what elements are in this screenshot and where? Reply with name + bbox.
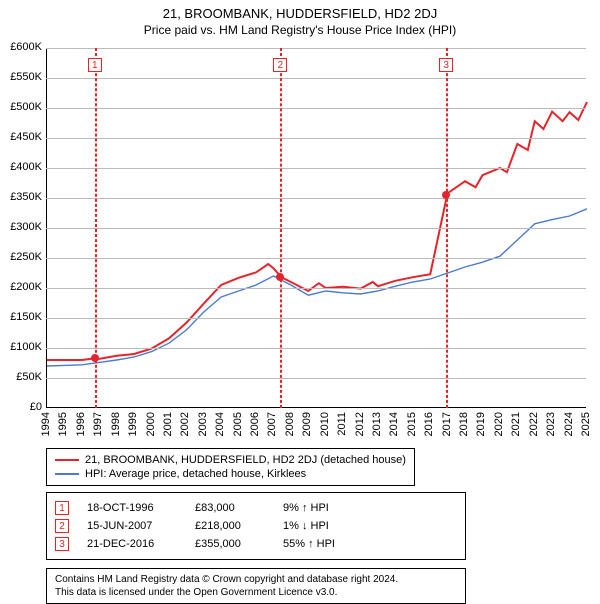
x-tick-label: 2015 xyxy=(406,412,418,436)
event-row: 1 18-OCT-1996 £83,000 9% ↑ HPI xyxy=(55,499,457,517)
gridline xyxy=(46,288,586,289)
x-tick-label: 2022 xyxy=(528,412,540,436)
event-price: £355,000 xyxy=(195,538,265,550)
gridline xyxy=(46,78,586,79)
gridline xyxy=(46,48,586,49)
license-box: Contains HM Land Registry data © Crown c… xyxy=(46,568,466,604)
y-tick-label: £550K xyxy=(2,71,42,83)
x-tick-label: 2002 xyxy=(179,412,191,436)
x-tick-label: 2007 xyxy=(266,412,278,436)
event-date: 21-DEC-2016 xyxy=(87,538,177,550)
chart-subtitle: Price paid vs. HM Land Registry's House … xyxy=(0,21,600,37)
y-tick-label: £400K xyxy=(2,161,42,173)
x-tick-label: 2021 xyxy=(510,412,522,436)
gridline xyxy=(46,198,586,199)
event-price: £83,000 xyxy=(195,502,265,514)
x-tick-label: 1994 xyxy=(40,412,52,436)
x-tick-label: 2001 xyxy=(162,412,174,436)
y-tick-label: £500K xyxy=(2,101,42,113)
event-badge: 3 xyxy=(439,58,453,72)
legend: 21, BROOMBANK, HUDDERSFIELD, HD2 2DJ (de… xyxy=(46,448,415,486)
x-tick-label: 2013 xyxy=(371,412,383,436)
y-tick-label: £0 xyxy=(2,401,42,413)
legend-label: 21, BROOMBANK, HUDDERSFIELD, HD2 2DJ (de… xyxy=(85,454,406,466)
x-tick-label: 2020 xyxy=(493,412,505,436)
x-tick-label: 2005 xyxy=(232,412,244,436)
x-tick-label: 2018 xyxy=(458,412,470,436)
y-tick-label: £50K xyxy=(2,371,42,383)
legend-label: HPI: Average price, detached house, Kirk… xyxy=(85,468,306,480)
y-tick-label: £150K xyxy=(2,311,42,323)
x-tick-label: 2009 xyxy=(301,412,313,436)
x-tick-label: 2006 xyxy=(249,412,261,436)
event-marker-line xyxy=(446,48,448,408)
x-tick-label: 2012 xyxy=(354,412,366,436)
x-tick-label: 1998 xyxy=(110,412,122,436)
x-tick-label: 2016 xyxy=(423,412,435,436)
license-line-1: Contains HM Land Registry data © Crown c… xyxy=(55,573,457,586)
x-tick-label: 2004 xyxy=(214,412,226,436)
event-dot xyxy=(91,354,99,362)
x-tick-label: 2017 xyxy=(441,412,453,436)
y-tick-label: £300K xyxy=(2,221,42,233)
event-row: 3 21-DEC-2016 £355,000 55% ↑ HPI xyxy=(55,535,457,553)
gridline xyxy=(46,108,586,109)
event-diff: 9% ↑ HPI xyxy=(283,502,329,514)
y-tick-label: £450K xyxy=(2,131,42,143)
y-tick-label: £100K xyxy=(2,341,42,353)
legend-swatch xyxy=(55,459,79,461)
x-tick-label: 2014 xyxy=(388,412,400,436)
event-date: 18-OCT-1996 xyxy=(87,502,177,514)
y-tick-label: £250K xyxy=(2,251,42,263)
gridline xyxy=(46,228,586,229)
event-date: 15-JUN-2007 xyxy=(87,520,177,532)
legend-item: 21, BROOMBANK, HUDDERSFIELD, HD2 2DJ (de… xyxy=(55,453,406,467)
series-line-property xyxy=(47,102,587,360)
x-tick-label: 2011 xyxy=(336,412,348,436)
x-tick-label: 1997 xyxy=(92,412,104,436)
event-diff: 1% ↓ HPI xyxy=(283,520,329,532)
x-tick-label: 1999 xyxy=(127,412,139,436)
x-tick-label: 2019 xyxy=(475,412,487,436)
event-dot xyxy=(442,191,450,199)
x-tick-label: 1995 xyxy=(57,412,69,436)
x-tick-label: 2024 xyxy=(563,412,575,436)
chart-title: 21, BROOMBANK, HUDDERSFIELD, HD2 2DJ xyxy=(0,0,600,21)
event-badge: 3 xyxy=(55,537,69,551)
x-tick-label: 2003 xyxy=(197,412,209,436)
event-dot xyxy=(276,273,284,281)
event-diff: 55% ↑ HPI xyxy=(283,538,335,550)
gridline xyxy=(46,348,586,349)
x-tick-label: 2008 xyxy=(284,412,296,436)
event-price: £218,000 xyxy=(195,520,265,532)
gridline xyxy=(46,378,586,379)
license-line-2: This data is licensed under the Open Gov… xyxy=(55,586,457,599)
events-table: 1 18-OCT-1996 £83,000 9% ↑ HPI 2 15-JUN-2007 £… xyxy=(46,492,466,560)
figure: 21, BROOMBANK, HUDDERSFIELD, HD2 2DJ Pri… xyxy=(0,0,600,590)
x-tick-label: 2025 xyxy=(580,412,592,436)
y-tick-label: £600K xyxy=(2,41,42,53)
x-tick-label: 2000 xyxy=(145,412,157,436)
x-tick-label: 1996 xyxy=(75,412,87,436)
x-tick-label: 2010 xyxy=(319,412,331,436)
event-badge: 1 xyxy=(88,58,102,72)
event-badge: 2 xyxy=(273,58,287,72)
event-badge: 1 xyxy=(55,501,69,515)
legend-swatch xyxy=(55,473,79,475)
event-badge: 2 xyxy=(55,519,69,533)
event-marker-line xyxy=(280,48,282,408)
gridline xyxy=(46,258,586,259)
gridline xyxy=(46,138,586,139)
gridline xyxy=(46,168,586,169)
y-tick-label: £350K xyxy=(2,191,42,203)
event-row: 2 15-JUN-2007 £218,000 1% ↓ HPI xyxy=(55,517,457,535)
x-tick-label: 2023 xyxy=(545,412,557,436)
gridline xyxy=(46,318,586,319)
legend-item: HPI: Average price, detached house, Kirk… xyxy=(55,467,406,481)
y-tick-label: £200K xyxy=(2,281,42,293)
